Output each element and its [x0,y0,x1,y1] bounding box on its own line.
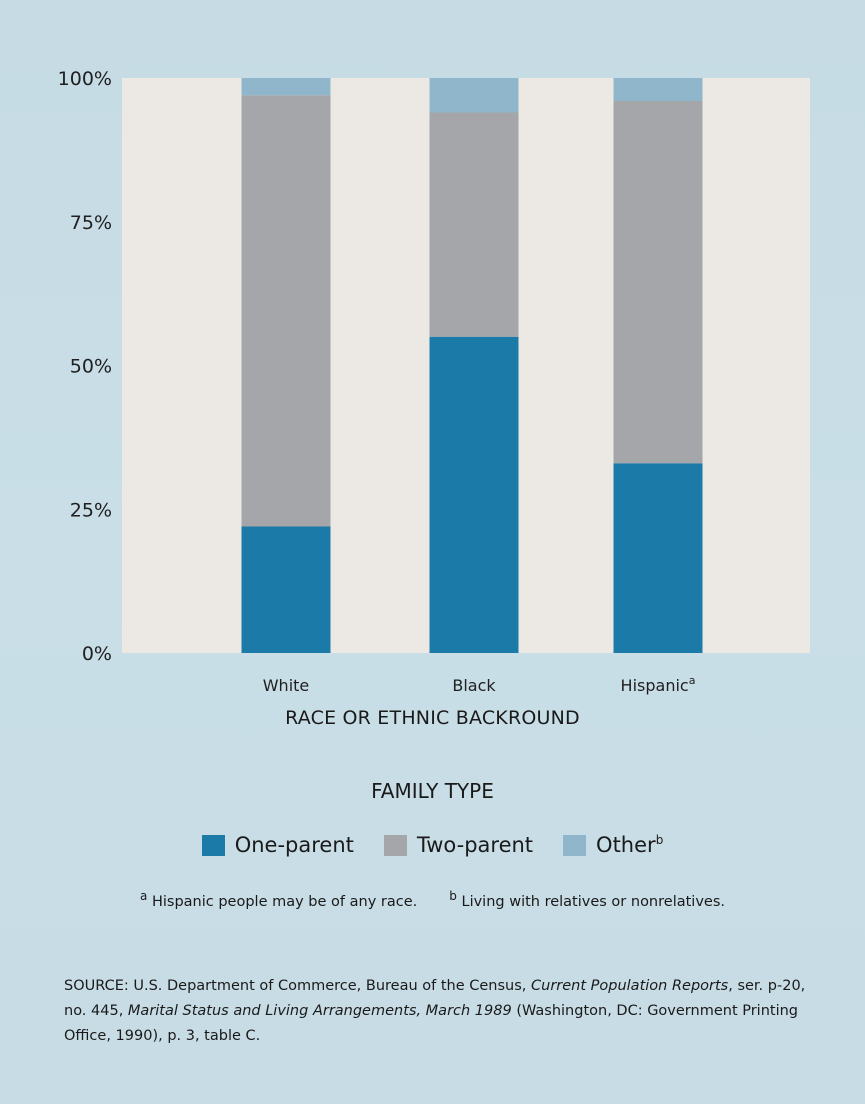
legend-title: FAMILY TYPE [371,779,494,803]
y-tick-label: 100% [58,68,112,90]
legend-swatch-one-parent [201,834,225,856]
y-tick-label: 25% [70,499,112,521]
bar-segment-white-two-parent [241,95,331,527]
y-tick-label: 0% [82,643,112,665]
y-tick-label: 75% [70,212,112,234]
x-axis-title: RACE OR ETHNIC BACKROUND [285,707,580,729]
bar-segment-hispanic-one-parent [613,463,703,653]
legend-item-other: Otherb [563,833,663,857]
legend-item-two-parent: Two-parent [383,833,534,857]
legend-item-one-parent: One-parent [201,833,354,857]
bar-segment-black-two-parent [429,112,519,337]
legend: One-parent Two-parent Otherb [0,833,865,857]
x-axis: White Black Hispanica [263,674,696,695]
y-axis: 0% 25% 50% 75% 100% [58,68,112,665]
bar-segment-black-one-parent [429,336,519,653]
x-tick-label-white: White [263,676,310,695]
y-tick-label: 50% [70,356,112,378]
footnotes: a Hispanic people may be of any race. b … [0,889,865,910]
bar-segment-hispanic-other [613,78,703,101]
bars [241,78,703,653]
bar-segment-black-other [429,78,519,113]
bar-segment-hispanic-two-parent [613,101,703,464]
x-tick-label-hispanic: Hispanica [621,674,696,695]
x-tick-label-black: Black [452,676,496,695]
source-note: SOURCE: U.S. Department of Commerce, Bur… [64,978,806,1044]
legend-label-one-parent: One-parent [234,833,354,857]
stacked-bar-chart: 0% 25% 50% 75% 100% White Black Hispanica [58,68,810,695]
footnote-a: a Hispanic people may be of any race. [140,889,418,910]
legend-label-two-parent: Two-parent [416,833,534,857]
legend-swatch-two-parent [383,834,407,856]
bar-segment-white-other [241,78,331,96]
bar-segment-white-one-parent [241,526,331,653]
footnote-b: b Living with relatives or nonrelatives. [449,889,725,910]
legend-other-superscript: b [655,833,664,847]
legend-swatch-other [563,834,587,856]
legend-label-other: Otherb [596,833,664,857]
